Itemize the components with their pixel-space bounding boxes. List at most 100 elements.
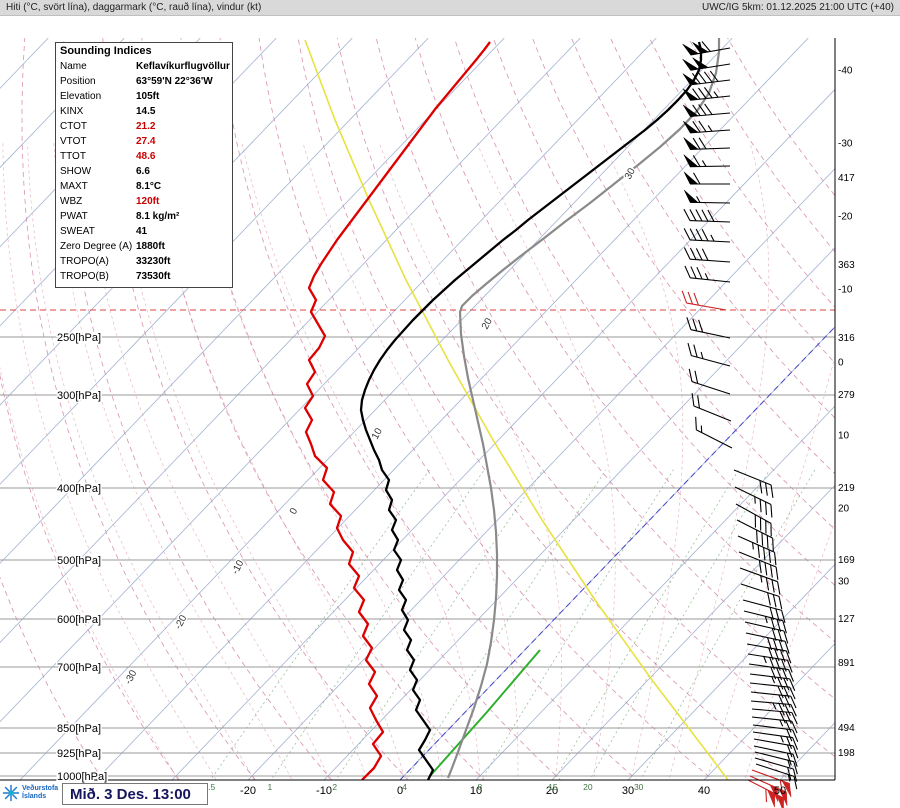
temperature-curve <box>359 41 703 780</box>
right-temp-label: 10 <box>838 430 850 441</box>
index-label: MAXT <box>60 181 88 192</box>
wind-barb <box>683 137 731 150</box>
right-height-label: 198 <box>838 748 855 759</box>
wind-barb <box>684 265 731 283</box>
index-value: 105ft <box>136 91 160 102</box>
wind-barb <box>688 368 731 395</box>
wind-barb <box>750 700 797 717</box>
mixing-ratio-label: 30 <box>634 782 644 792</box>
right-height-label: 494 <box>838 723 855 734</box>
pressure-axis-label: 600[hPa] <box>57 614 101 626</box>
vedurstofa-logo-icon <box>2 784 20 802</box>
right-height-label: 219 <box>838 483 855 494</box>
wind-barb <box>733 469 774 498</box>
bottom-temp-label: 50 <box>774 785 786 797</box>
wind-barb <box>739 567 781 595</box>
mixing-ratio-label: 0.5 <box>203 782 215 792</box>
model-run-text: UWC/IG 5km: 01.12.2025 21:00 UTC (+40) <box>701 2 894 13</box>
wind-barb <box>749 673 796 692</box>
index-label: Name <box>60 61 87 72</box>
bottom-temp-label: 0 <box>397 785 403 797</box>
wind-barb <box>695 416 733 449</box>
wind-barb <box>753 738 799 759</box>
index-label: Position <box>60 76 96 87</box>
wind-barb <box>740 583 783 610</box>
wind-barb <box>682 41 731 56</box>
right-temp-label: 30 <box>838 576 850 587</box>
indices-row: Name Keflavíkurflugvöllur <box>60 59 230 74</box>
index-value: 6.6 <box>136 166 150 177</box>
indices-row: MAXT 8.1°C <box>60 179 228 194</box>
logo-text: Veðurstofa Íslands <box>22 785 58 801</box>
indices-row: Elevation 105ft <box>60 89 228 104</box>
dewpoint-curve <box>303 41 491 780</box>
wind-barb <box>683 208 731 223</box>
indices-row: TROPO(A) 33230ft <box>60 254 228 269</box>
pressure-axis-label: 850[hPa] <box>57 723 101 735</box>
index-value: 63°59'N 22°36'W <box>136 76 213 87</box>
indices-row: TTOT 48.6 <box>60 149 228 164</box>
index-label: TROPO(B) <box>60 271 109 282</box>
index-label: TROPO(A) <box>60 256 109 267</box>
wind-barb <box>737 535 777 566</box>
wind-barb <box>683 120 731 134</box>
pressure-axis-label: 400[hPa] <box>57 483 101 495</box>
right-temp-label: -30 <box>838 139 853 150</box>
index-label: WBZ <box>60 196 83 207</box>
wind-barb <box>682 103 731 118</box>
right-height-label: 316 <box>838 333 855 344</box>
mixing-ratio-label: 8 <box>478 782 483 792</box>
wind-barb <box>738 551 779 580</box>
wind-barb <box>691 393 732 422</box>
right-temp-label: 20 <box>838 503 850 514</box>
indices-row: CTOT 21.2 <box>60 119 228 134</box>
chart-legend-text: Hiti (°C, svört lína), daggarmark (°C, r… <box>6 2 262 13</box>
indices-row: SHOW 6.6 <box>60 164 228 179</box>
sounding-indices-panel: Sounding Indices Name Keflavíkurflugvöllu… <box>55 42 233 288</box>
indices-row: WBZ 120ft <box>60 194 228 209</box>
wind-barb <box>754 751 798 775</box>
parcel-curve <box>446 38 721 779</box>
index-value: 33230ft <box>136 256 171 267</box>
right-temp-label: -20 <box>838 211 853 222</box>
logo-text-line2: Íslands <box>22 793 47 800</box>
index-label: Elevation <box>60 91 102 102</box>
title-bar: Hiti (°C, svört lína), daggarmark (°C, r… <box>0 0 900 16</box>
index-value: 8.1°C <box>136 181 162 192</box>
index-label: KINX <box>60 106 84 117</box>
pressure-axis-label: 700[hPa] <box>57 662 101 674</box>
wind-barb <box>682 70 731 86</box>
index-value: 1880ft <box>136 241 165 252</box>
right-temp-label: 0 <box>838 357 844 368</box>
wind-barb <box>750 691 797 709</box>
wind-barb <box>682 57 731 71</box>
right-height-label: 891 <box>838 658 855 669</box>
indices-row: PWAT 8.1 kg/m² <box>60 209 228 224</box>
indices-rows: Name Keflavíkurflugvöllur Position 63°59'N … <box>60 59 230 284</box>
right-height-label: 363 <box>838 260 855 271</box>
freezing-level-line <box>399 326 835 780</box>
indices-row: Position 63°59'N 22°36'W <box>60 74 228 89</box>
mixing-ratio-label: 15 <box>548 782 558 792</box>
wind-barb <box>683 247 731 263</box>
index-value: 8.1 kg/m² <box>136 211 180 222</box>
bottom-temp-label: 10 <box>470 785 482 797</box>
indices-title: Sounding Indices <box>60 45 152 57</box>
right-height-label: 279 <box>838 390 855 401</box>
index-value: 48.6 <box>136 151 156 162</box>
wind-barb <box>683 154 731 168</box>
right-temp-label: -10 <box>838 284 853 295</box>
right-height-label: 169 <box>838 555 855 566</box>
mixing-ratio-label: 4 <box>402 782 407 792</box>
indices-row: SWEAT 41 <box>60 224 228 239</box>
pressure-axis-label: 1000[hPa] <box>57 771 107 783</box>
cloud-layer-line <box>429 649 541 777</box>
indices-row: KINX 14.5 <box>60 104 228 119</box>
moist-adiabats <box>0 142 835 780</box>
indices-row: TROPO(B) 73530ft <box>60 269 228 284</box>
bottom-temp-label: 40 <box>698 785 710 797</box>
wind-barb <box>734 486 773 518</box>
met-office-logo: Veðurstofa Íslands <box>2 784 58 802</box>
index-value: 27.4 <box>136 136 156 147</box>
